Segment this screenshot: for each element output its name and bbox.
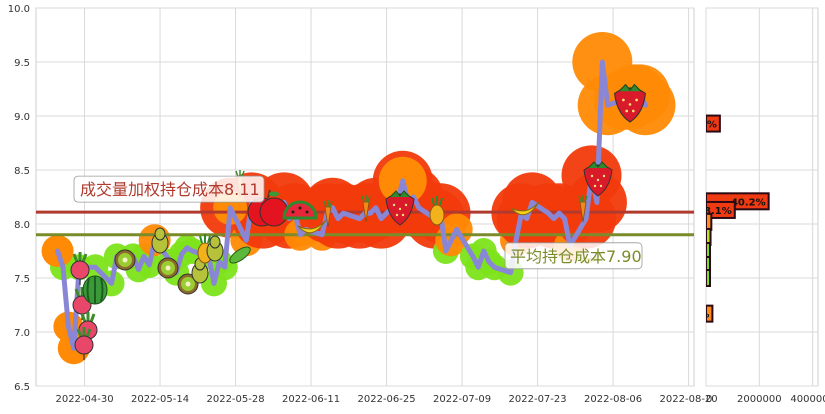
side-bar-label: 1.7% <box>689 120 717 131</box>
pear-icon <box>151 227 169 254</box>
watermelon-icon <box>82 275 108 305</box>
side-bar <box>706 114 721 133</box>
pear-icon <box>206 235 224 262</box>
side-x-tick-label: 4000000 <box>790 394 825 405</box>
pineapple-icon <box>429 196 445 226</box>
strawberry-icon <box>385 190 415 226</box>
strawberry-icon <box>583 161 613 197</box>
y-tick-label: 7.5 <box>14 274 30 285</box>
y-tick-label: 10.0 <box>8 4 30 15</box>
y-tick-label: 9.5 <box>14 58 30 69</box>
x-tick-label: 2022-06-25 <box>358 394 416 405</box>
side-bar <box>706 269 711 287</box>
radish-icon <box>74 327 94 360</box>
fruit-layer <box>70 83 646 360</box>
radish-icon <box>70 252 90 285</box>
side-bar-label: 18.1% <box>697 206 732 217</box>
strawberry-icon <box>614 83 646 123</box>
pear-icon <box>191 257 209 284</box>
x-tick-label: 2022-04-30 <box>55 394 113 405</box>
x-tick-label: 2022-08-20 <box>660 394 718 405</box>
carrot-icon <box>323 200 333 228</box>
side-bar-label: 40.2% <box>731 197 766 208</box>
side-bar <box>706 200 736 219</box>
main-axes: 6.5 7.0 7.5 8.0 8.5 9.0 9.5 10.0 2022-04-30 2022-… <box>8 4 718 405</box>
x-tick-label: 2022-08-06 <box>584 394 642 405</box>
average-cost-label-text: 平均持仓成本7.90 <box>510 247 642 266</box>
side-bar-label: % <box>699 310 709 321</box>
kiwi-icon <box>114 249 136 271</box>
side-bars: 1.7% 40.2%18.1%% <box>689 114 770 323</box>
y-tick-label: 8.0 <box>14 220 30 231</box>
y-tick-label: 8.5 <box>14 166 30 177</box>
x-tick-label: 2022-07-09 <box>433 394 491 405</box>
y-tick-label: 6.5 <box>14 382 30 393</box>
x-tick-label: 2022-05-28 <box>206 394 264 405</box>
average-cost-label: 平均持仓成本7.90 <box>504 242 643 270</box>
side-bar <box>706 212 713 231</box>
reference-labels: 成交量加权持仓成本8.11 平均持仓成本7.90 <box>73 175 643 270</box>
x-tick-label: 2022-05-14 <box>131 394 189 405</box>
y-tick-label: 7.0 <box>14 328 30 339</box>
watermelon-slice-icon <box>282 200 318 220</box>
banana-icon <box>297 219 327 234</box>
weighted-cost-label-box <box>73 175 265 203</box>
weighted-cost-label-text: 成交量加权持仓成本8.11 <box>80 180 260 199</box>
side-axes: 0 2000000 4000000 <box>706 394 825 405</box>
side-x-tick-label: 2000000 <box>737 394 782 405</box>
side-x-tick-label: 0 <box>706 394 712 405</box>
x-tick-label: 2022-07-23 <box>509 394 567 405</box>
peas-icon <box>229 246 251 264</box>
average-cost-label-box <box>504 242 643 270</box>
weighted-cost-label: 成交量加权持仓成本8.11 <box>73 175 265 203</box>
banana-icon <box>510 201 540 216</box>
y-tick-label: 9.0 <box>14 112 30 123</box>
kiwi-icon <box>157 257 179 279</box>
kiwi-icon <box>177 273 199 295</box>
x-tick-label: 2022-06-11 <box>282 394 340 405</box>
carrot-icon <box>361 195 371 223</box>
carrot-icon <box>578 195 588 223</box>
side-bar <box>706 304 714 323</box>
